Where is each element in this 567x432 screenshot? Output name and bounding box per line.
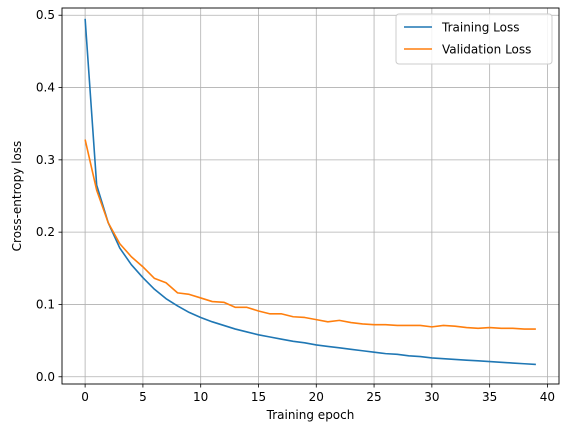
x-tick-label: 25 <box>366 390 381 404</box>
series-layer <box>84 18 536 366</box>
training-loss-line <box>84 18 536 366</box>
y-tick-label: 0.2 <box>36 225 55 239</box>
y-axis-label: Cross-entropy loss <box>10 141 24 252</box>
x-tick-label: 35 <box>482 390 497 404</box>
y-tick-label: 0.5 <box>36 8 55 22</box>
ticks: 0 5 10 15 20 25 30 35 40 0.0 0.1 0.2 0.3 0.4 0.5 <box>36 8 555 404</box>
x-tick-label: 15 <box>251 390 266 404</box>
x-axis-label: Training epoch <box>266 408 355 422</box>
y-tick-label: 0.4 <box>36 81 55 95</box>
plot-frame <box>61 7 560 385</box>
x-tick-label: 10 <box>193 390 208 404</box>
legend-validation-loss-label: Validation Loss <box>442 43 531 57</box>
y-tick-label: 0.1 <box>36 297 55 311</box>
x-tick-label: 0 <box>81 390 89 404</box>
grid <box>62 8 559 384</box>
legend-box <box>395 13 553 65</box>
x-tick-label: 20 <box>309 390 324 404</box>
legend: Training Loss Validation Loss <box>395 13 553 65</box>
validation-loss-line <box>84 139 536 330</box>
x-tick-label: 40 <box>540 390 555 404</box>
y-tick-label: 0.3 <box>36 153 55 167</box>
x-tick-label: 30 <box>424 390 439 404</box>
x-tick-label: 5 <box>139 390 147 404</box>
legend-training-loss-label: Training Loss <box>441 21 519 35</box>
y-tick-label: 0.0 <box>36 370 55 384</box>
